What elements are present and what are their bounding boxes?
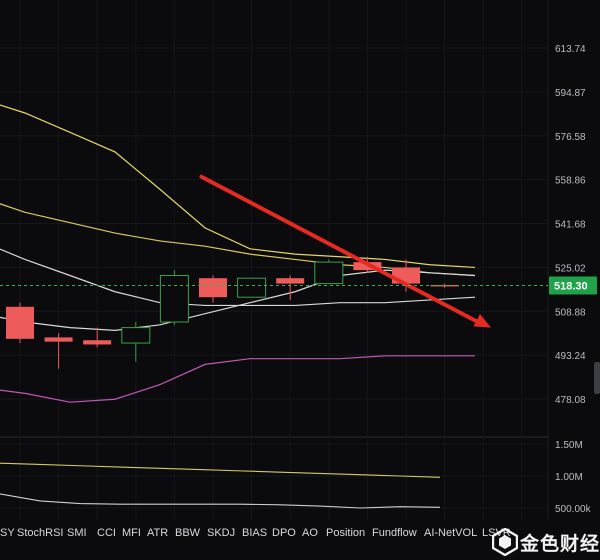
indicator-tab[interactable]: SKDJ (207, 527, 236, 539)
candle-body (199, 278, 227, 298)
candle-body (237, 277, 267, 298)
indicator-tab[interactable]: CCI (97, 527, 116, 539)
middle-line (0, 248, 476, 307)
indicator-tab[interactable]: BBW (175, 527, 201, 539)
candle-body (6, 306, 34, 339)
indicator-tab[interactable]: AI-NetVOL (424, 527, 478, 539)
price-tick-label: 576.58 (555, 132, 586, 143)
jinse-logo-icon (492, 528, 518, 556)
candle-body (314, 261, 344, 285)
candle-body (159, 275, 189, 323)
ma-line (0, 203, 476, 277)
trend-arrow-shaft (199, 174, 485, 327)
price-axis: 613.74 594.87 576.58 558.86 541.68 525.02 508.… (0, 44, 597, 515)
volume-tick-label: 1.50M (555, 440, 583, 451)
price-tick-label: 478.08 (555, 395, 586, 406)
volume-line-a (0, 462, 441, 478)
indicator-tab-bar: SY StochRSI SMI CCI MFI ATR BBW SKDJ BIAS DPO AO Po… (0, 520, 528, 560)
indicator-lines (0, 104, 476, 403)
candle-body (276, 278, 305, 284)
indicator-tab[interactable]: Fundflow (372, 527, 417, 539)
current-price-label: 518.30 (554, 280, 588, 292)
volume-tick-label: 1.00M (555, 472, 583, 483)
watermark: 金色财经 (488, 526, 600, 560)
candles (6, 256, 459, 369)
indicator-tab[interactable]: Position (326, 527, 366, 539)
indicator-tab[interactable]: SMI (67, 527, 87, 539)
volume-tick-label: 500.00k (555, 504, 592, 515)
trend-arrow (199, 174, 491, 328)
price-tick-label: 525.02 (555, 263, 586, 274)
indicator-tab[interactable]: BIAS (242, 527, 268, 539)
lower-band-line (0, 355, 475, 403)
price-tick-label: 541.68 (555, 219, 586, 230)
upper-band-line (0, 104, 476, 269)
scrollbar-handle[interactable] (594, 362, 600, 394)
price-tick-label: 594.87 (555, 88, 586, 99)
indicator-tab[interactable]: SY (0, 527, 15, 539)
candle-body (121, 327, 151, 344)
indicator-tab[interactable]: ATR (147, 527, 169, 539)
current-price-tag (549, 276, 597, 295)
price-tick-label: 493.24 (555, 351, 586, 362)
candle-body (83, 340, 112, 345)
indicator-tab[interactable]: StochRSI (17, 527, 64, 539)
watermark-text: 金色财经 (520, 534, 600, 555)
price-tick-label: 613.74 (555, 44, 586, 55)
trend-arrow-head (473, 313, 491, 328)
price-tick-label: 508.88 (555, 307, 586, 318)
indicator-tab[interactable]: MFI (122, 527, 141, 539)
volume-line-b (0, 493, 441, 509)
candle-body (44, 337, 73, 342)
indicator-tab[interactable]: DPO (272, 527, 296, 539)
indicator-tab[interactable]: AO (302, 527, 318, 539)
volume-pane (0, 462, 441, 509)
price-tick-label: 558.86 (555, 176, 586, 187)
grid (0, 0, 548, 520)
